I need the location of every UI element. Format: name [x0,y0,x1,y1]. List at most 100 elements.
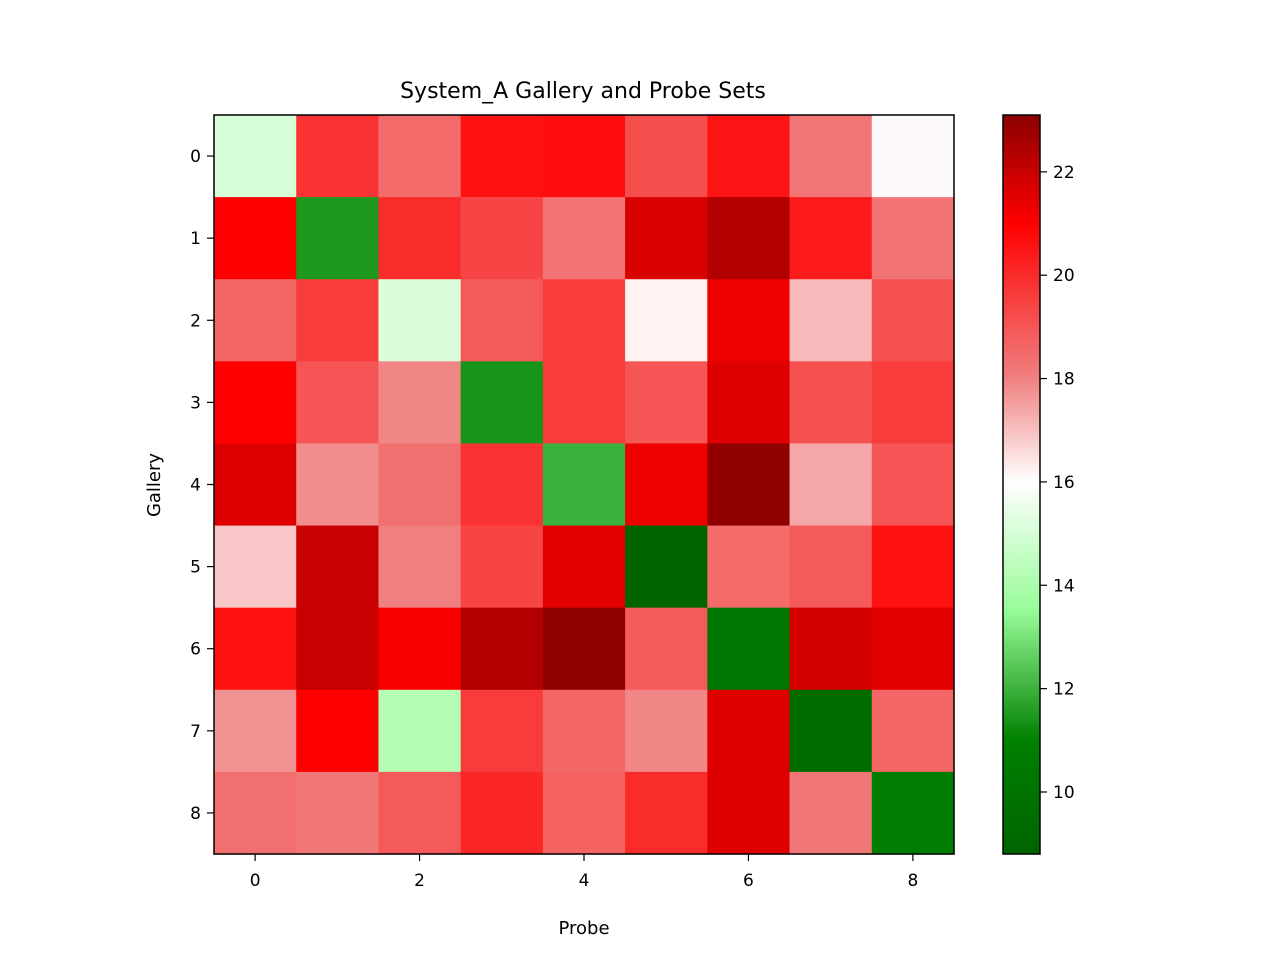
heatmap-cell-r1-c1 [296,197,380,280]
heatmap-cell-r2-c4 [542,279,626,362]
colorbar [1002,114,1041,855]
heatmap-cell-r8-c7 [789,771,873,855]
heatmap-cell-r5-c8 [871,525,955,609]
heatmap-cell-r7-c5 [625,689,708,773]
heatmap-cell-r0-c7 [789,115,873,198]
heatmap-cell-r2-c6 [707,279,791,362]
heatmap-cell-r4-c6 [707,443,791,527]
heatmap-cell-r2-c2 [378,279,462,362]
colorbar-tick-label: 20 [1053,266,1075,286]
heatmap-cell-r7-c0 [214,689,297,773]
heatmap-cell-r6-c5 [625,607,708,691]
heatmap-cell-r3-c2 [378,361,462,445]
heatmap-cell-r3-c6 [707,361,791,445]
y-axis-ticks: 0 1 2 3 4 5 6 7 8 [190,147,214,824]
heatmap-cell-r3-c1 [296,361,380,445]
heatmap-cell-r1-c2 [378,197,462,280]
y-tick-label: 1 [190,229,201,249]
heatmap-cell-r8-c0 [214,771,297,855]
x-axis-ticks: 0 2 4 6 8 [250,854,918,891]
heatmap-cell-r1-c6 [707,197,791,280]
heatmap-cell-r4-c5 [625,443,708,527]
colorbar-tick-label: 14 [1053,576,1075,596]
heatmap-cell-r7-c2 [378,689,462,773]
heatmap-cell-r4-c4 [542,443,626,527]
heatmap-cell-r0-c1 [296,115,380,198]
heatmap-cell-r8-c3 [460,771,544,855]
x-axis-label: Probe [558,918,609,939]
y-tick-label: 2 [190,311,201,331]
heatmap-cell-r0-c6 [707,115,791,198]
heatmap-cell-r3-c5 [625,361,708,445]
heatmap-cell-r2-c5 [625,279,708,362]
heatmap-cells [214,115,955,855]
heatmap-cell-r1-c4 [542,197,626,280]
heatmap-cell-r5-c2 [378,525,462,609]
x-tick-label: 8 [907,871,918,891]
heatmap-cell-r4-c0 [214,443,297,527]
heatmap-cell-r5-c1 [296,525,380,609]
heatmap-cell-r7-c8 [871,689,955,773]
heatmap-cell-r5-c4 [542,525,626,609]
heatmap-cell-r3-c7 [789,361,873,445]
heatmap-cell-r7-c3 [460,689,544,773]
heatmap-cell-r8-c2 [378,771,462,855]
heatmap-cell-r6-c8 [871,607,955,691]
heatmap-cell-r6-c6 [707,607,791,691]
heatmap-cell-r8-c5 [625,771,708,855]
colorbar-tick-label: 12 [1053,680,1075,700]
heatmap-cell-r3-c4 [542,361,626,445]
colorbar-ticks: 10 12 14 16 18 20 22 [1040,163,1075,803]
heatmap-cell-r1-c7 [789,197,873,280]
heatmap-cell-r7-c1 [296,689,380,773]
heatmap-cell-r3-c0 [214,361,297,445]
colorbar-tick-label: 18 [1053,370,1075,390]
heatmap-cell-r6-c4 [542,607,626,691]
heatmap-cell-r3-c3 [460,361,544,445]
heatmap-cell-r4-c3 [460,443,544,527]
colorbar-tick-label: 10 [1053,783,1075,803]
x-tick-label: 6 [743,871,754,891]
heatmap-cell-r7-c6 [707,689,791,773]
chart-title: System_A Gallery and Probe Sets [400,79,766,104]
y-tick-label: 7 [190,722,201,742]
heatmap-cell-r2-c7 [789,279,873,362]
y-tick-label: 3 [190,393,201,413]
heatmap-cell-r4-c7 [789,443,873,527]
heatmap-cell-r8-c6 [707,771,791,855]
colorbar-tick-label: 16 [1053,473,1075,493]
heatmap-cell-r0-c0 [214,115,297,198]
colorbar-tick-label: 22 [1053,163,1075,183]
heatmap-cell-r7-c7 [789,689,873,773]
heatmap-cell-r5-c3 [460,525,544,609]
heatmap-cell-r0-c4 [542,115,626,198]
heatmap-cell-r6-c1 [296,607,380,691]
heatmap-cell-r4-c8 [871,443,955,527]
x-tick-label: 2 [414,871,425,891]
heatmap-cell-r8-c8 [871,771,955,855]
x-tick-label: 4 [579,871,590,891]
heatmap-cell-r6-c2 [378,607,462,691]
x-tick-label: 0 [250,871,261,891]
heatmap-cell-r4-c2 [378,443,462,527]
y-tick-label: 6 [190,640,201,660]
heatmap-cell-r0-c8 [871,115,955,198]
heatmap-cell-r8-c4 [542,771,626,855]
heatmap-cell-r5-c7 [789,525,873,609]
heatmap-cell-r3-c8 [871,361,955,445]
heatmap-cell-r2-c8 [871,279,955,362]
heatmap-cell-r1-c8 [871,197,955,280]
heatmap-cell-r0-c5 [625,115,708,198]
heatmap-cell-r5-c0 [214,525,297,609]
heatmap-cell-r5-c5 [625,525,708,609]
heatmap-cell-r8-c1 [296,771,380,855]
y-tick-label: 5 [190,558,201,578]
y-tick-label: 8 [190,804,201,824]
heatmap-cell-r6-c3 [460,607,544,691]
heatmap-cell-r1-c3 [460,197,544,280]
heatmap-cell-r1-c0 [214,197,297,280]
heatmap-cell-r5-c6 [707,525,791,609]
heatmap-cell-r4-c1 [296,443,380,527]
heatmap-cell-r6-c7 [789,607,873,691]
